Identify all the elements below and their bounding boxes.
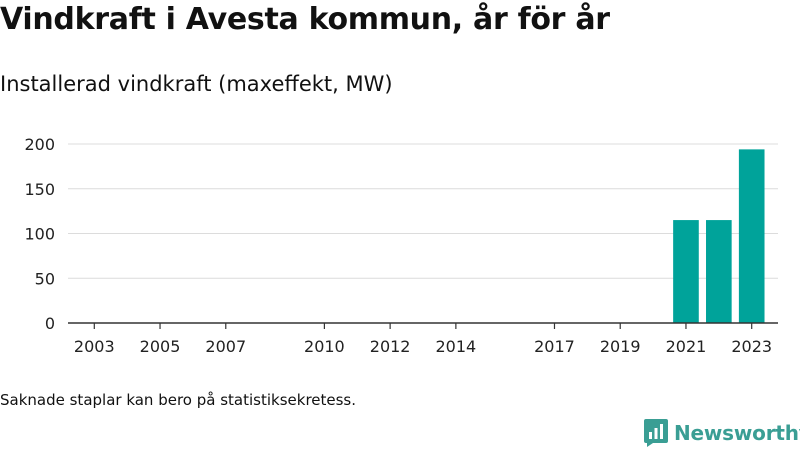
chart-title: Vindkraft i Avesta kommun, år för år [0, 2, 610, 37]
newsworthy-logo-icon [644, 419, 668, 447]
y-tick-label: 0 [45, 314, 55, 333]
y-tick-label: 200 [24, 135, 55, 154]
y-tick-label: 100 [24, 225, 55, 244]
x-tick-label: 2021 [666, 337, 707, 356]
bar [738, 149, 765, 323]
chart-subtitle: Installerad vindkraft (maxeffekt, MW) [0, 72, 393, 96]
y-tick-label: 50 [35, 269, 55, 288]
footnote: Saknade staplar kan bero på statistiksek… [0, 391, 357, 409]
brand-name: Newsworthy [674, 421, 800, 445]
brand[interactable]: Newsworthy [644, 419, 800, 447]
x-tick-label: 2010 [304, 337, 345, 356]
bar [673, 220, 699, 323]
bar [706, 220, 732, 323]
y-tick-label: 150 [24, 180, 55, 199]
x-tick-label: 2017 [534, 337, 575, 356]
x-tick-label: 2003 [74, 337, 115, 356]
x-tick-label: 2005 [140, 337, 181, 356]
x-tick-label: 2019 [600, 337, 641, 356]
x-tick-label: 2014 [436, 337, 477, 356]
x-tick-label: 2023 [731, 337, 772, 356]
x-tick-label: 2007 [205, 337, 246, 356]
bar-chart: 0 50 100 150 200 2003 2005 2007 2010 2012 2014 2017… [24, 135, 778, 356]
x-tick-label: 2012 [370, 337, 411, 356]
